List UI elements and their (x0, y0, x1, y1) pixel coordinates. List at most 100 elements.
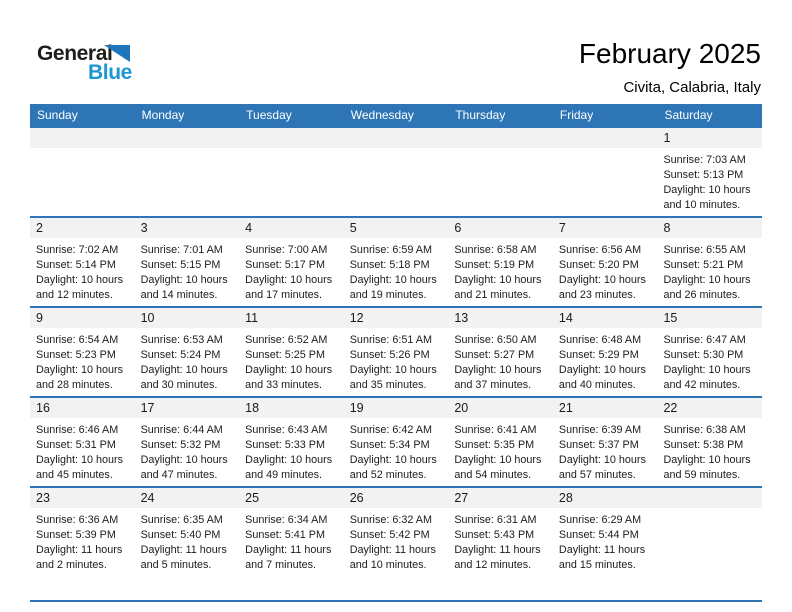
day-cell-5: 5 Sunrise: 6:59 AM Sunset: 5:18 PM Daylight… (343, 218, 449, 306)
day-info: Sunrise: 6:51 AM Sunset: 5:26 PM Daylight:… (344, 328, 449, 393)
sunset-line: Sunset: 5:44 PM (558, 529, 639, 541)
weekday-friday: Friday (559, 108, 594, 122)
sunset-line: Sunset: 5:17 PM (245, 259, 325, 271)
daylight-line-1: Daylight: 10 hours (558, 454, 646, 466)
day-number-band (343, 128, 449, 148)
logo-triangle-icon (104, 45, 130, 62)
day-cell-19: 19 Sunrise: 6:42 AM Sunset: 5:34 PM Dayligh… (343, 398, 449, 486)
daylight-line-1: Daylight: 10 hours (140, 364, 228, 376)
day-info: Sunrise: 6:53 AM Sunset: 5:24 PM Daylight:… (135, 328, 240, 393)
day-cell-empty (552, 128, 658, 216)
week-row-5: 23 Sunrise: 6:36 AM Sunset: 5:39 PM Dayligh… (30, 486, 763, 602)
day-info: Sunrise: 7:00 AM Sunset: 5:17 PM Daylight:… (239, 238, 344, 303)
daylight-line-1: Daylight: 11 hours (558, 544, 646, 556)
daylight-line-1: Daylight: 10 hours (663, 364, 751, 376)
daylight-line-1: Daylight: 10 hours (349, 364, 437, 376)
weekday-tuesday: Tuesday (246, 108, 292, 122)
day-cell-7: 7 Sunrise: 6:56 AM Sunset: 5:20 PM Daylight… (552, 218, 658, 306)
sunset-line: Sunset: 5:29 PM (558, 349, 639, 361)
day-number: 17 (140, 401, 155, 415)
daylight-line-2: and 40 minutes. (558, 379, 636, 391)
day-cell-23: 23 Sunrise: 6:36 AM Sunset: 5:39 PM Dayligh… (30, 488, 135, 600)
day-number-band: 25 (239, 488, 344, 508)
day-number-band: 17 (134, 398, 240, 418)
sunset-line: Sunset: 5:35 PM (454, 439, 535, 451)
sunset-line: Sunset: 5:34 PM (349, 439, 430, 451)
day-info: Sunrise: 6:54 AM Sunset: 5:23 PM Daylight:… (30, 328, 135, 393)
day-info: Sunrise: 6:39 AM Sunset: 5:37 PM Daylight:… (553, 418, 658, 483)
daylight-line-1: Daylight: 10 hours (558, 274, 646, 286)
day-info: Sunrise: 6:48 AM Sunset: 5:29 PM Daylight:… (553, 328, 658, 393)
day-number-band (552, 128, 658, 148)
week-row-3: 9 Sunrise: 6:54 AM Sunset: 5:23 PM Daylight… (30, 306, 763, 396)
sunset-line: Sunset: 5:30 PM (663, 349, 744, 361)
sunrise-line: Sunrise: 6:53 AM (140, 334, 223, 346)
daylight-line-2: and 45 minutes. (36, 469, 113, 481)
day-info: Sunrise: 7:02 AM Sunset: 5:14 PM Daylight:… (30, 238, 135, 303)
day-number-band (448, 128, 553, 148)
day-number-band: 11 (239, 308, 344, 328)
day-number: 2 (36, 221, 43, 235)
day-number: 5 (349, 221, 357, 235)
daylight-line-1: Daylight: 10 hours (663, 454, 751, 466)
sunrise-line: Sunrise: 7:02 AM (36, 244, 119, 256)
sunrise-line: Sunrise: 6:58 AM (454, 244, 537, 256)
week-row-4: 16 Sunrise: 6:46 AM Sunset: 5:31 PM Dayligh… (30, 396, 763, 486)
daylight-line-2: and 35 minutes. (349, 379, 427, 391)
daylight-line-2: and 52 minutes. (349, 469, 427, 481)
day-number-band: 21 (552, 398, 658, 418)
daylight-line-2: and 15 minutes. (558, 559, 636, 571)
day-info: Sunrise: 7:03 AM Sunset: 5:13 PM Daylight:… (657, 148, 762, 213)
day-info: Sunrise: 6:29 AM Sunset: 5:44 PM Daylight:… (553, 508, 658, 573)
sunrise-line: Sunrise: 6:54 AM (36, 334, 119, 346)
day-number-band: 26 (343, 488, 449, 508)
sunrise-line: Sunrise: 6:47 AM (663, 334, 746, 346)
day-number: 7 (558, 221, 566, 235)
daylight-line-1: Daylight: 10 hours (245, 274, 333, 286)
day-number: 15 (663, 311, 678, 325)
day-number-band: 8 (657, 218, 763, 238)
day-number-band: 23 (30, 488, 135, 508)
sunset-line: Sunset: 5:13 PM (663, 169, 744, 181)
daylight-line-1: Daylight: 10 hours (349, 454, 437, 466)
day-cell-11: 11 Sunrise: 6:52 AM Sunset: 5:25 PM Dayligh… (239, 308, 344, 396)
daylight-line-2: and 14 minutes. (140, 289, 218, 301)
sunset-line: Sunset: 5:25 PM (245, 349, 325, 361)
day-number-band (134, 128, 240, 148)
daylight-line-1: Daylight: 11 hours (36, 544, 123, 556)
day-info: Sunrise: 6:42 AM Sunset: 5:34 PM Daylight:… (344, 418, 449, 483)
day-cell-25: 25 Sunrise: 6:34 AM Sunset: 5:41 PM Dayligh… (239, 488, 344, 600)
sunset-line: Sunset: 5:21 PM (663, 259, 744, 271)
day-number: 22 (663, 401, 678, 415)
day-number-band: 28 (552, 488, 658, 508)
daylight-line-2: and 30 minutes. (140, 379, 218, 391)
sunrise-line: Sunrise: 6:32 AM (349, 514, 432, 526)
day-number-band: 12 (343, 308, 449, 328)
day-number-band: 3 (134, 218, 240, 238)
sunset-line: Sunset: 5:26 PM (349, 349, 430, 361)
day-number: 13 (454, 311, 469, 325)
day-number-band: 2 (30, 218, 135, 238)
daylight-line-1: Daylight: 10 hours (663, 274, 751, 286)
daylight-line-2: and 37 minutes. (454, 379, 532, 391)
day-info: Sunrise: 6:32 AM Sunset: 5:42 PM Daylight:… (344, 508, 449, 573)
day-number-band: 18 (239, 398, 344, 418)
sunset-line: Sunset: 5:23 PM (36, 349, 116, 361)
daylight-line-2: and 10 minutes. (349, 559, 427, 571)
calendar-grid: 1 Sunrise: 7:03 AM Sunset: 5:13 PM Daylight… (30, 126, 763, 602)
sunrise-line: Sunrise: 6:41 AM (454, 424, 537, 436)
sunset-line: Sunset: 5:39 PM (36, 529, 116, 541)
day-number-band: 24 (134, 488, 240, 508)
day-number-band: 4 (239, 218, 344, 238)
daylight-line-1: Daylight: 10 hours (36, 274, 124, 286)
day-info: Sunrise: 6:55 AM Sunset: 5:21 PM Daylight:… (657, 238, 762, 303)
daylight-line-2: and 47 minutes. (140, 469, 218, 481)
sunset-line: Sunset: 5:24 PM (140, 349, 221, 361)
day-cell-15: 15 Sunrise: 6:47 AM Sunset: 5:30 PM Dayligh… (657, 308, 763, 396)
day-cell-empty (343, 128, 449, 216)
daylight-line-1: Daylight: 10 hours (140, 274, 228, 286)
sunrise-line: Sunrise: 6:35 AM (140, 514, 223, 526)
sunrise-line: Sunrise: 7:01 AM (140, 244, 223, 256)
sunrise-line: Sunrise: 6:39 AM (558, 424, 642, 436)
sunset-line: Sunset: 5:41 PM (245, 529, 325, 541)
